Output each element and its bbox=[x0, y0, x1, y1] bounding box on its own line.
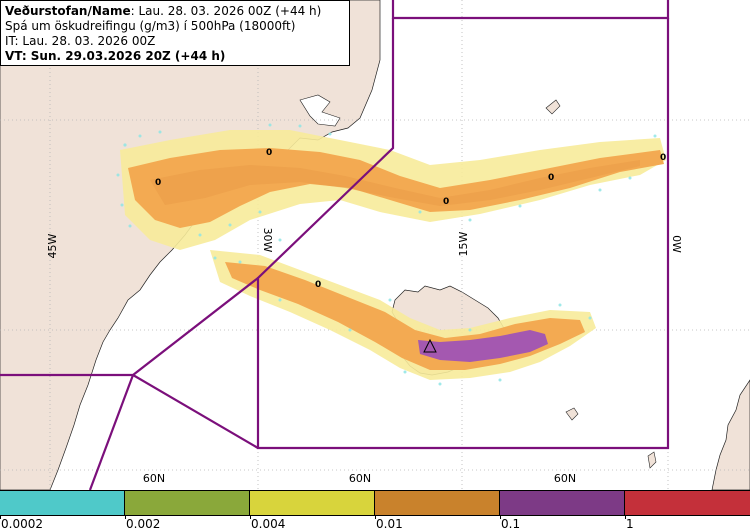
legend-label-4: 0.01 bbox=[376, 517, 403, 531]
ash-plume-upper bbox=[120, 130, 666, 250]
norway-coast bbox=[711, 379, 750, 490]
longitude-label-0w: 0W bbox=[670, 235, 683, 253]
legend-swatch-4 bbox=[375, 491, 500, 515]
small-island-north bbox=[545, 99, 561, 115]
faroe-islands bbox=[565, 407, 579, 421]
legend-swatch-3 bbox=[250, 491, 375, 515]
ash-plume-lower bbox=[210, 250, 596, 380]
fir-boundary bbox=[0, 0, 670, 490]
legend-label-1: 0.0002 bbox=[1, 517, 43, 531]
legend-swatch-1 bbox=[0, 491, 125, 515]
legend-label-2: 0.002 bbox=[126, 517, 161, 531]
legend-swatch-2 bbox=[125, 491, 250, 515]
run-time-label: : Lau. 28. 03. 2026 00Z (+44 h) bbox=[130, 4, 322, 18]
contour-label: 0 bbox=[266, 148, 272, 158]
contour-label: 0 bbox=[315, 280, 321, 290]
legend-label-3: 0.004 bbox=[251, 517, 286, 531]
forecast-description: Spá um öskudreifingu (g/m3) í 500hPa (18… bbox=[5, 19, 296, 33]
greenland-fjord bbox=[299, 94, 341, 127]
shetland-islands bbox=[647, 451, 657, 469]
valid-time-text: VT: Sun. 29.03.2026 20Z (+44 h) bbox=[5, 49, 226, 63]
ash-low-concentration-speckle bbox=[116, 123, 657, 386]
contour-label: 0 bbox=[155, 178, 161, 188]
legend-colorbar bbox=[0, 490, 750, 516]
contour-label: 0 bbox=[548, 173, 554, 183]
forecast-info-box: Veðurstofan/Name: Lau. 28. 03. 2026 00Z … bbox=[0, 0, 350, 66]
concentration-legend: 0.0002 0.002 0.004 0.01 0.1 1 bbox=[0, 490, 750, 532]
valid-time: VT: Sun. 29.03.2026 20Z (+44 h) bbox=[5, 49, 345, 64]
legend-swatch-5 bbox=[500, 491, 625, 515]
forecast-name-line: Veðurstofan/Name: Lau. 28. 03. 2026 00Z … bbox=[5, 4, 345, 19]
legend-label-6: 1 bbox=[626, 517, 634, 531]
map-canvas: 45W 30W 15W 0W 60N 60N 60N 0 0 0 0 0 0 bbox=[0, 0, 750, 490]
legend-label-5: 0.1 bbox=[501, 517, 521, 531]
initial-time: IT: Lau. 28. 03. 2026 00Z bbox=[5, 34, 156, 48]
contour-label: 0 bbox=[660, 153, 666, 163]
longitude-label-15w: 15W bbox=[457, 231, 470, 256]
latitude-label-3: 60N bbox=[554, 472, 576, 485]
longitude-label-45w: 45W bbox=[46, 233, 59, 258]
contour-label: 0 bbox=[443, 197, 449, 207]
legend-swatch-6 bbox=[625, 491, 750, 515]
longitude-label-30w: 30W bbox=[261, 228, 274, 253]
latitude-label-2: 60N bbox=[349, 472, 371, 485]
latitude-label-1: 60N bbox=[143, 472, 165, 485]
agency-name: Veðurstofan/Name bbox=[5, 4, 131, 18]
volcano-marker-icon bbox=[423, 338, 437, 353]
